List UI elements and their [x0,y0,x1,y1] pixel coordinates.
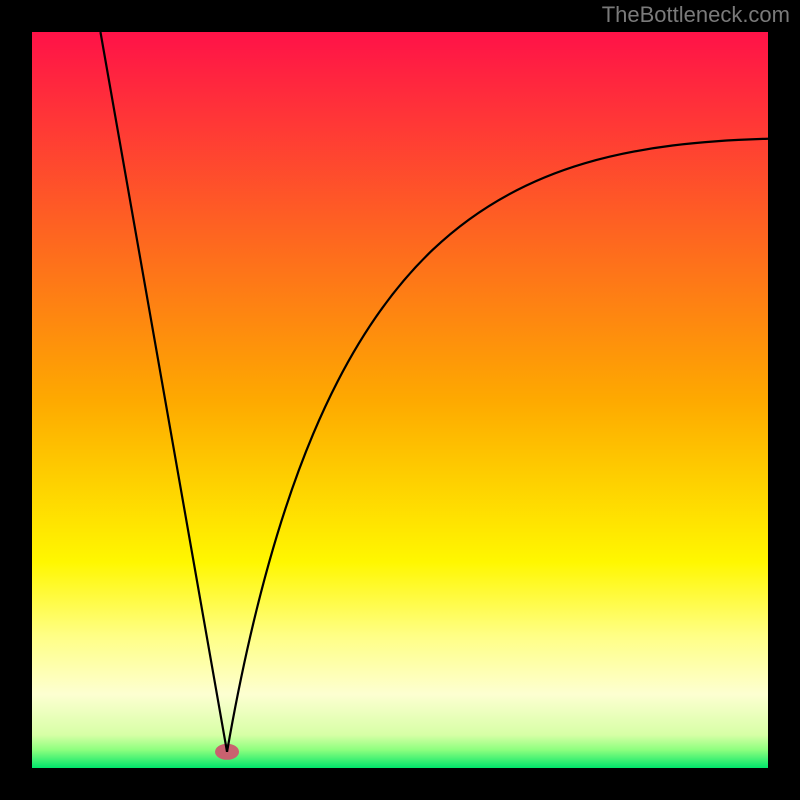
watermark-text: TheBottleneck.com [602,2,790,28]
plot-background [32,32,768,768]
bottleneck-chart [0,0,800,800]
chart-container: TheBottleneck.com [0,0,800,800]
